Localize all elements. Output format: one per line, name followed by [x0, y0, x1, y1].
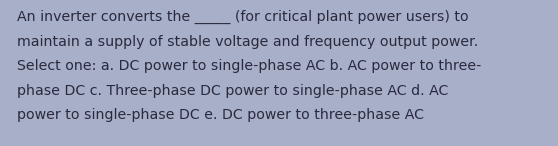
Text: phase DC c. Three-phase DC power to single-phase AC d. AC: phase DC c. Three-phase DC power to sing… [17, 84, 448, 98]
Text: power to single-phase DC e. DC power to three-phase AC: power to single-phase DC e. DC power to … [17, 108, 424, 122]
Text: An inverter converts the _____ (for critical plant power users) to: An inverter converts the _____ (for crit… [17, 10, 468, 24]
Text: Select one: a. DC power to single-phase AC b. AC power to three-: Select one: a. DC power to single-phase … [17, 59, 481, 73]
Text: maintain a supply of stable voltage and frequency output power.: maintain a supply of stable voltage and … [17, 35, 478, 49]
